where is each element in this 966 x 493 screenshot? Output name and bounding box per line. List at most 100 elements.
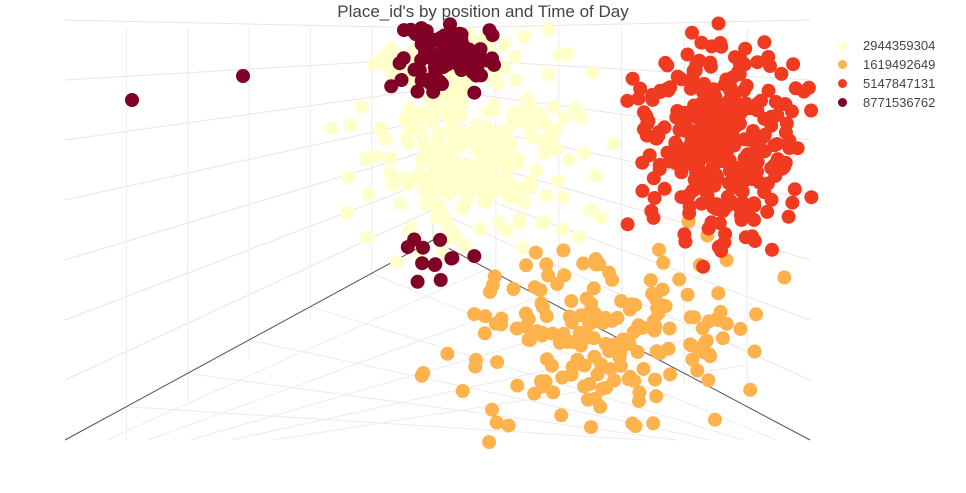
- data-point[interactable]: [662, 321, 677, 336]
- data-point[interactable]: [557, 268, 572, 283]
- data-point[interactable]: [515, 240, 530, 255]
- data-point[interactable]: [760, 204, 775, 219]
- data-point[interactable]: [685, 139, 700, 154]
- data-point[interactable]: [567, 101, 582, 116]
- data-point[interactable]: [494, 311, 509, 326]
- data-point[interactable]: [518, 319, 533, 334]
- data-point[interactable]: [734, 182, 749, 197]
- data-point[interactable]: [701, 108, 716, 122]
- data-point[interactable]: [564, 315, 579, 330]
- data-point[interactable]: [472, 222, 487, 237]
- data-point[interactable]: [369, 149, 384, 164]
- data-point[interactable]: [804, 103, 819, 118]
- data-point[interactable]: [677, 227, 692, 242]
- data-point[interactable]: [440, 346, 455, 361]
- data-point[interactable]: [632, 385, 647, 400]
- data-point[interactable]: [373, 121, 388, 136]
- data-point[interactable]: [698, 149, 713, 164]
- data-point[interactable]: [663, 367, 678, 382]
- data-point[interactable]: [704, 215, 719, 230]
- data-point[interactable]: [473, 179, 488, 194]
- data-point[interactable]: [627, 373, 642, 388]
- data-point[interactable]: [432, 101, 447, 116]
- data-point[interactable]: [236, 69, 250, 83]
- data-point[interactable]: [547, 99, 561, 114]
- data-point[interactable]: [682, 206, 697, 221]
- data-point[interactable]: [648, 319, 663, 334]
- data-point[interactable]: [570, 352, 585, 367]
- data-point[interactable]: [610, 310, 625, 325]
- data-point[interactable]: [390, 255, 404, 270]
- data-point[interactable]: [410, 274, 425, 289]
- data-point[interactable]: [541, 268, 556, 283]
- data-point[interactable]: [540, 67, 555, 82]
- data-point[interactable]: [427, 160, 442, 175]
- data-point[interactable]: [457, 238, 472, 253]
- data-point[interactable]: [414, 368, 429, 383]
- data-point[interactable]: [358, 152, 373, 167]
- data-point[interactable]: [777, 270, 792, 285]
- data-point[interactable]: [787, 182, 802, 197]
- data-point[interactable]: [646, 171, 661, 186]
- data-point[interactable]: [687, 98, 702, 113]
- data-point[interactable]: [552, 48, 567, 63]
- data-point[interactable]: [713, 36, 728, 50]
- data-point[interactable]: [554, 408, 569, 423]
- data-point[interactable]: [557, 111, 572, 125]
- data-point[interactable]: [443, 17, 457, 32]
- data-point[interactable]: [751, 139, 766, 154]
- data-point[interactable]: [588, 391, 603, 406]
- data-point[interactable]: [588, 252, 603, 267]
- data-point[interactable]: [512, 182, 527, 196]
- legend-item-2[interactable]: 5147847131: [838, 74, 935, 93]
- data-point[interactable]: [522, 119, 537, 134]
- data-point[interactable]: [555, 222, 570, 237]
- data-point[interactable]: [786, 57, 801, 72]
- data-point[interactable]: [646, 416, 661, 431]
- data-point[interactable]: [588, 168, 603, 183]
- data-point[interactable]: [738, 230, 753, 245]
- data-point[interactable]: [690, 363, 705, 378]
- data-point[interactable]: [692, 53, 707, 68]
- data-point[interactable]: [701, 373, 716, 388]
- data-point[interactable]: [613, 358, 628, 373]
- data-point[interactable]: [444, 122, 459, 137]
- data-point[interactable]: [760, 176, 775, 191]
- data-point[interactable]: [426, 84, 441, 99]
- data-point[interactable]: [680, 287, 695, 302]
- data-point[interactable]: [645, 92, 660, 107]
- data-point[interactable]: [354, 99, 369, 114]
- data-point[interactable]: [734, 105, 749, 120]
- data-point[interactable]: [662, 154, 677, 169]
- data-point[interactable]: [324, 121, 339, 136]
- data-point[interactable]: [429, 211, 444, 226]
- data-point[interactable]: [706, 200, 721, 215]
- data-point[interactable]: [512, 216, 527, 231]
- data-point[interactable]: [528, 245, 543, 260]
- data-point[interactable]: [733, 321, 748, 336]
- data-point[interactable]: [697, 166, 712, 181]
- data-point[interactable]: [539, 309, 554, 324]
- data-point[interactable]: [403, 22, 418, 37]
- data-point[interactable]: [648, 372, 662, 387]
- data-point[interactable]: [341, 170, 356, 185]
- data-point[interactable]: [660, 81, 675, 96]
- data-point[interactable]: [596, 315, 611, 330]
- data-point[interactable]: [487, 269, 502, 284]
- data-point[interactable]: [512, 192, 527, 207]
- data-point[interactable]: [478, 309, 493, 324]
- data-point[interactable]: [485, 402, 499, 417]
- data-point[interactable]: [602, 265, 616, 280]
- data-point[interactable]: [585, 65, 600, 80]
- data-point[interactable]: [383, 41, 398, 56]
- data-point[interactable]: [657, 181, 672, 196]
- data-point[interactable]: [510, 378, 525, 393]
- data-point[interactable]: [711, 16, 726, 31]
- data-point[interactable]: [740, 147, 755, 162]
- data-point[interactable]: [454, 33, 469, 47]
- data-point[interactable]: [720, 189, 735, 204]
- data-point[interactable]: [548, 142, 563, 157]
- data-point[interactable]: [449, 75, 464, 90]
- data-point[interactable]: [586, 331, 601, 346]
- data-point[interactable]: [555, 370, 570, 385]
